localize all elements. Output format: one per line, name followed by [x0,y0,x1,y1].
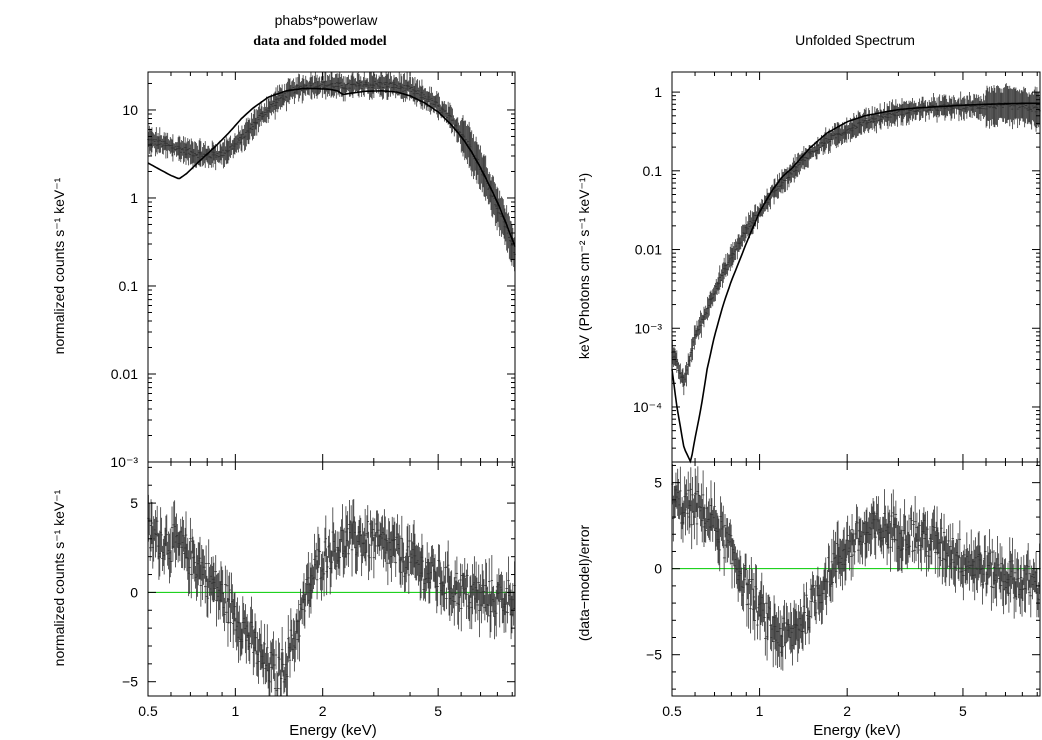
left-chart-title: phabs*powerlaw [275,12,379,28]
left-xlabel: Energy (keV) [289,722,377,739]
right-upper-ylabel: keV (Photons cm⁻² s⁻¹ keV⁻¹) [576,173,592,359]
y-tick-label: −5 [646,647,662,663]
left-chart-subtitle: data and folded model [253,34,387,49]
y-tick-label: 0.01 [635,242,662,258]
y-tick-label: 10⁻³ [110,454,138,470]
x-tick-label: 2 [843,703,851,719]
model-curve [671,102,1040,464]
x-tick-label: 0.5 [138,703,158,719]
y-tick-label: 0.01 [111,366,138,382]
x-tick-label: 1 [231,703,239,719]
right-upper-panel: 1 0.1 0.01 10⁻³ 10⁻⁴ [633,71,1041,464]
y-tick-label: 0.1 [643,163,663,179]
y-tick-label: 10 [122,102,138,118]
right-xlabel: Energy (keV) [813,722,901,739]
left-lower-ylabel: normalized counts s⁻¹ keV⁻¹ [51,489,67,666]
x-tick-label: 0.5 [662,703,682,719]
x-tick-label: 1 [756,703,764,719]
y-tick-label: 0.1 [119,278,139,294]
left-lower-panel: 5 0 −50.5 1 2 5 [122,461,516,719]
y-tick-label: 0 [130,584,138,600]
y-tick-label: 1 [130,190,138,206]
y-tick-label: −5 [122,674,138,690]
right-lower-ylabel: (data−model)/error [576,524,592,641]
x-tick-label: 2 [319,703,327,719]
plot-frame [671,461,1041,697]
y-tick-label: 10⁻³ [634,320,662,336]
right-chart-title: Unfolded Spectrum [795,32,915,48]
y-tick-label: 1 [654,84,662,100]
y-tick-label: 5 [130,495,138,511]
left-upper-panel: 10 1 0.1 0.01 10⁻³ [110,71,516,470]
left-upper-ylabel: normalized counts s⁻¹ keV⁻¹ [51,177,67,354]
plot-frame [147,461,516,697]
right-lower-panel: 5 0 −5 0.5 1 2 5 [646,461,1041,719]
y-tick-label: 0 [654,561,662,577]
y-tick-label: 10⁻⁴ [633,399,662,415]
model-curve [147,87,516,247]
x-tick-label: 5 [959,703,967,719]
y-tick-label: 5 [654,475,662,491]
x-tick-label: 5 [434,703,442,719]
